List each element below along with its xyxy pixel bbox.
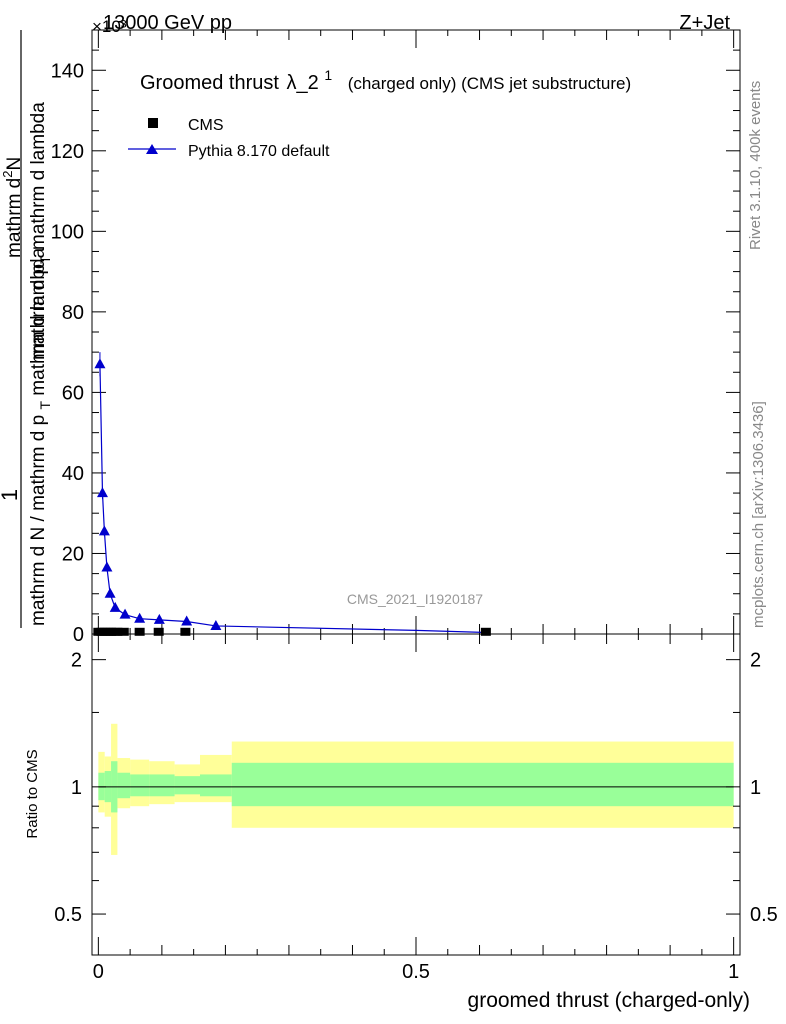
x-axis-label: groomed thrust (charged-only) xyxy=(468,989,750,1012)
exponent-label: ×10³ xyxy=(92,17,127,36)
legend-cms-marker xyxy=(148,118,158,128)
pythia-point xyxy=(94,358,106,369)
legend: CMS Pythia 8.170 default xyxy=(128,117,330,160)
main-y-tick-label: 40 xyxy=(62,463,84,485)
ratio-inner-band xyxy=(117,772,131,799)
ratio-inner-band xyxy=(149,774,175,797)
cms-point xyxy=(112,627,123,636)
ratio-y-tick-label-left: 0.5 xyxy=(54,904,82,926)
pythia-point xyxy=(98,525,110,536)
legend-pythia-label: Pythia 8.170 default xyxy=(188,143,330,160)
ratio-inner-band xyxy=(200,774,232,797)
ratio-inner-band xyxy=(130,774,150,797)
ratio-y-axis-label: Ratio to CMS xyxy=(24,749,41,838)
cms-point xyxy=(134,627,145,636)
pythia-point xyxy=(101,561,113,572)
pythia-point xyxy=(109,601,121,612)
main-y-tick-label: 20 xyxy=(62,543,84,565)
ratio-y-tick-label-right: 2 xyxy=(750,650,761,672)
cms-point xyxy=(153,627,164,636)
main-y-tick-label: 120 xyxy=(51,141,84,163)
main-y-tick-label: 60 xyxy=(62,382,84,404)
cms-point xyxy=(118,627,129,636)
ylabel-line-top: mathrm d2N xyxy=(0,157,25,258)
ratio-y-tick-label-right: 1 xyxy=(750,777,761,799)
process-label: Z+Jet xyxy=(679,12,730,34)
main-y-tick-label: 80 xyxy=(62,302,84,324)
pythia-point xyxy=(104,587,116,598)
chart-title: Groomed thrust λ_2 1 (charged only) (CMS… xyxy=(140,63,631,94)
ratio-y-tick-label-left: 2 xyxy=(71,650,82,672)
ylabel-denominator: mathrm d N / mathrm d p T mathrm d lambd… xyxy=(28,247,55,626)
pythia-point xyxy=(134,612,146,623)
x-tick-label: 0 xyxy=(93,961,104,983)
ratio-y-tick-label-right: 0.5 xyxy=(750,904,778,926)
legend-cms-label: CMS xyxy=(188,117,224,134)
ratio-bands xyxy=(98,723,734,855)
analysis-watermark: CMS_2021_I1920187 xyxy=(347,591,483,607)
main-y-ticks: 0 20 40 60 80 100 120 140 xyxy=(51,29,740,646)
x-tick-label: 1 xyxy=(728,961,739,983)
x-tick-label: 0.5 xyxy=(402,961,430,983)
main-y-tick-label: 140 xyxy=(51,60,84,82)
x-ticks: 0 0.5 1 xyxy=(93,30,739,983)
pythia-point xyxy=(210,619,222,630)
pythia-point xyxy=(181,615,193,626)
legend-pythia-marker xyxy=(146,144,158,154)
ylabel-numerator: 1 xyxy=(0,489,22,501)
cms-point xyxy=(180,627,191,636)
main-y-tick-label: 0 xyxy=(73,624,84,646)
ratio-inner-band xyxy=(231,762,734,807)
pythia-series xyxy=(94,352,484,633)
pythia-point xyxy=(96,487,108,498)
rivet-label: Rivet 3.1.10, 400k events xyxy=(747,81,764,250)
energy-label: 13000 GeV pp xyxy=(103,12,232,34)
mcplots-label: mcplots.cern.ch [arXiv:1306.3436] xyxy=(750,401,767,628)
pythia-point xyxy=(153,613,165,624)
main-y-axis-label: 1 mathrm d N / mathrm d p T mathrm d lam… xyxy=(0,30,55,628)
ratio-y-ticks: 0.5 0.5 1 1 2 2 xyxy=(54,650,778,926)
ratio-inner-band xyxy=(174,776,200,795)
cms-series xyxy=(93,627,491,636)
main-y-tick-label: 100 xyxy=(51,221,84,243)
pythia-point xyxy=(119,608,131,619)
ylabel-line-upper: mathrm d pT mathrm d lambda xyxy=(28,102,53,360)
ratio-y-tick-label-left: 1 xyxy=(71,777,82,799)
cms-point xyxy=(480,627,491,636)
